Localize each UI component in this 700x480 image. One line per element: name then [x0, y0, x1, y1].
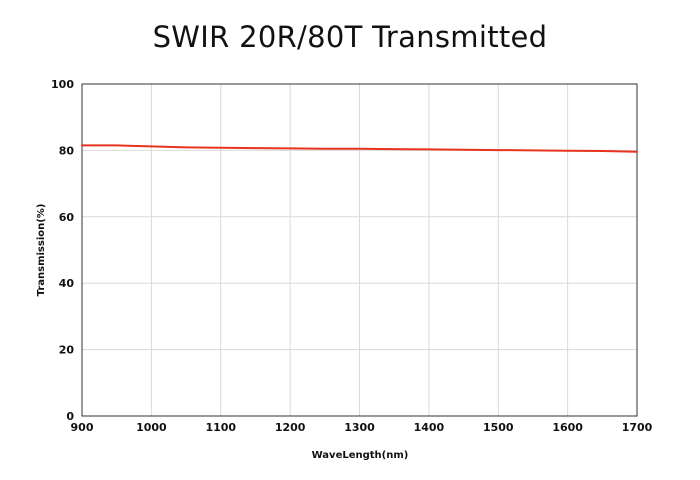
y-tick-label: 60 — [59, 211, 75, 224]
grid-lines — [82, 84, 637, 416]
series-line-1 — [81, 144, 638, 153]
y-tick-label: 80 — [59, 144, 75, 157]
x-axis-ticks: 900 1000 1100 1200 1300 1400 1500 1600 1700 — [71, 421, 653, 434]
plot-area-frame — [81, 83, 638, 417]
chart-title: SWIR 20R/80T Transmitted — [152, 20, 548, 54]
y-axis-ticks: 0 20 40 60 80 100 — [51, 78, 74, 423]
x-tick-label: 1700 — [622, 421, 653, 434]
x-tick-label: 1400 — [414, 421, 445, 434]
y-tick-label: 40 — [59, 277, 75, 290]
x-tick-label: 1100 — [205, 421, 236, 434]
x-tick-label: 900 — [71, 421, 94, 434]
x-tick-label: 1000 — [136, 421, 167, 434]
series-layer — [81, 144, 638, 153]
y-tick-label: 20 — [59, 344, 75, 357]
x-tick-label: 1500 — [483, 421, 514, 434]
x-tick-label: 1200 — [275, 421, 306, 434]
y-tick-label: 0 — [66, 410, 74, 423]
y-axis-title: Transmission(%) — [36, 204, 47, 297]
y-tick-label: 100 — [51, 78, 74, 91]
x-tick-label: 1300 — [344, 421, 375, 434]
x-axis-title: WaveLength(nm) — [312, 450, 409, 461]
x-tick-label: 1600 — [552, 421, 583, 434]
